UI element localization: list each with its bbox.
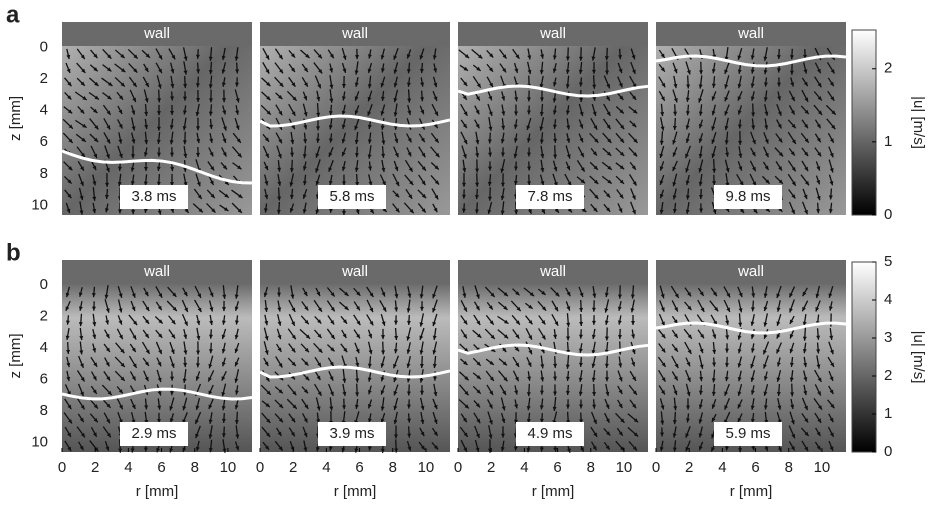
colorbar-label: |u| [m/s] — [910, 331, 927, 384]
panel: wall 2.9 ms 0 2 4 6 8 10 r [mm] — [58, 260, 252, 500]
x-tick-label: 2 — [685, 459, 693, 476]
y-tick-label: 6 — [40, 371, 48, 388]
colorbar-tick-label: 4 — [884, 291, 892, 308]
x-tick-label: 4 — [124, 459, 132, 476]
colorbar-tick-label: 3 — [884, 329, 892, 346]
colorbar-tick-label: 2 — [884, 60, 892, 77]
x-tick-label: 0 — [58, 459, 66, 476]
panel: wall 5.8 ms — [260, 22, 450, 215]
wall-label: wall — [737, 25, 764, 42]
colorbar — [852, 262, 876, 452]
time-label: 2.9 ms — [131, 425, 176, 442]
page: {"figure": {"rows": [ {"label": "a", "yl… — [0, 0, 934, 506]
colorbar-tick-label: 2 — [884, 367, 892, 384]
x-axis-label: r [mm] — [730, 483, 773, 500]
x-tick-label: 2 — [487, 459, 495, 476]
y-tick-label: 4 — [40, 102, 48, 119]
x-tick-label: 10 — [220, 459, 237, 476]
wall-label: wall — [143, 25, 170, 42]
y-tick-label: 10 — [31, 196, 48, 213]
y-tick-label: 2 — [40, 308, 48, 325]
x-axis-label: r [mm] — [136, 483, 179, 500]
time-label: 4.9 ms — [527, 425, 572, 442]
colorbar-tick-label: 1 — [884, 405, 892, 422]
y-axis-label: z [mm] — [7, 96, 24, 141]
x-tick-label: 6 — [355, 459, 363, 476]
y-axis-label: z [mm] — [7, 334, 24, 379]
colorbar-tick-label: 1 — [884, 133, 892, 150]
row-label: b — [6, 239, 21, 266]
colorbar-tick-label: 5 — [884, 253, 892, 270]
panel: wall 9.8 ms — [656, 22, 846, 215]
panel: wall 3.8 ms — [62, 22, 252, 215]
figure: az [mm]0246810wall3.8 mswall5.8 mswall7.… — [0, 0, 934, 506]
y-tick-label: 0 — [40, 38, 48, 55]
wall-label: wall — [143, 263, 170, 280]
x-tick-label: 6 — [553, 459, 561, 476]
panel: wall 3.9 ms 0 2 4 6 8 10 r [mm] — [256, 260, 450, 500]
wall-label: wall — [737, 263, 764, 280]
wall-label: wall — [341, 25, 368, 42]
y-tick-label: 6 — [40, 133, 48, 150]
y-tick-label: 2 — [40, 70, 48, 87]
x-tick-label: 8 — [191, 459, 199, 476]
wall-label: wall — [539, 25, 566, 42]
y-tick-label: 8 — [40, 402, 48, 419]
x-tick-label: 4 — [520, 459, 528, 476]
x-tick-label: 0 — [256, 459, 264, 476]
x-tick-label: 8 — [389, 459, 397, 476]
wall-label: wall — [341, 263, 368, 280]
time-label: 3.9 ms — [329, 425, 374, 442]
panel: wall 5.9 ms 0 2 4 6 8 10 r [mm] — [652, 260, 846, 500]
y-tick-label: 0 — [40, 276, 48, 293]
colorbar-tick-label: 0 — [884, 443, 892, 460]
panel: wall 7.8 ms — [458, 22, 648, 215]
x-tick-label: 8 — [587, 459, 595, 476]
time-label: 9.8 ms — [725, 188, 770, 205]
wall-label: wall — [539, 263, 566, 280]
y-tick-label: 8 — [40, 165, 48, 182]
y-tick-label: 4 — [40, 339, 48, 356]
x-tick-label: 4 — [322, 459, 330, 476]
x-tick-label: 10 — [616, 459, 633, 476]
y-tick-label: 10 — [31, 434, 48, 451]
x-tick-label: 6 — [751, 459, 759, 476]
colorbar-tick-label: 0 — [884, 206, 892, 223]
x-tick-label: 10 — [814, 459, 831, 476]
colorbar-label: |u| [m/s] — [910, 96, 927, 149]
colorbar — [852, 30, 876, 215]
time-label: 5.8 ms — [329, 188, 374, 205]
x-tick-label: 2 — [289, 459, 297, 476]
time-label: 7.8 ms — [527, 188, 572, 205]
x-axis-label: r [mm] — [334, 483, 377, 500]
x-axis-label: r [mm] — [532, 483, 575, 500]
x-tick-label: 10 — [418, 459, 435, 476]
x-tick-label: 4 — [718, 459, 726, 476]
row-label: a — [6, 1, 20, 28]
time-label: 5.9 ms — [725, 425, 770, 442]
x-tick-label: 0 — [652, 459, 660, 476]
x-tick-label: 2 — [91, 459, 99, 476]
x-tick-label: 0 — [454, 459, 462, 476]
x-tick-label: 6 — [157, 459, 165, 476]
x-tick-label: 8 — [785, 459, 793, 476]
panel: wall 4.9 ms 0 2 4 6 8 10 r [mm] — [454, 260, 648, 500]
time-label: 3.8 ms — [131, 188, 176, 205]
